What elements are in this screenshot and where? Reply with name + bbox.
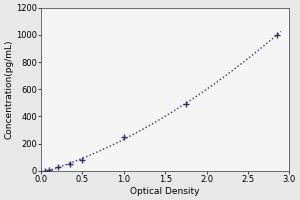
- X-axis label: Optical Density: Optical Density: [130, 187, 200, 196]
- Y-axis label: Concentration(pg/mL): Concentration(pg/mL): [4, 40, 13, 139]
